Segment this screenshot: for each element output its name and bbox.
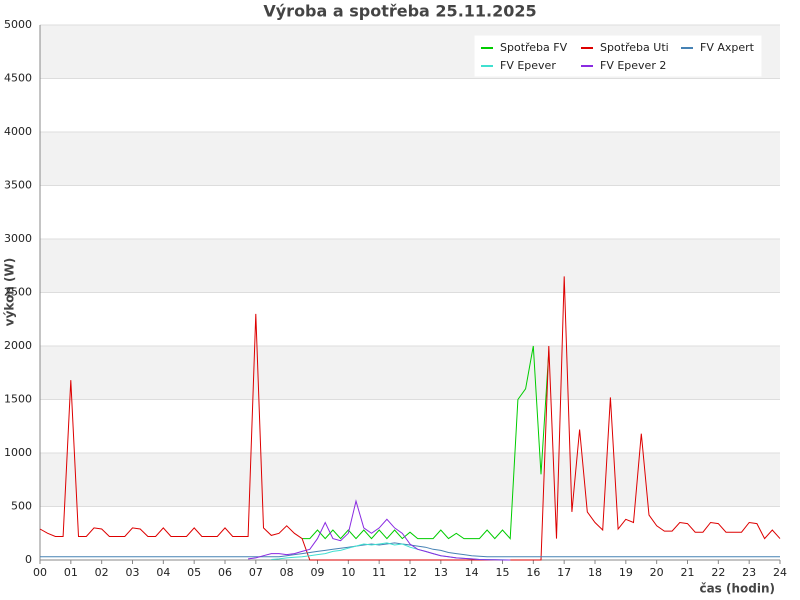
x-tick-label: 11	[372, 566, 386, 579]
grid-band	[40, 239, 780, 293]
x-tick-label: 16	[526, 566, 540, 579]
y-tick-label: 5000	[4, 18, 32, 31]
y-tick-label: 0	[25, 553, 32, 566]
x-tick-label: 07	[249, 566, 263, 579]
x-tick-label: 21	[681, 566, 695, 579]
y-tick-label: 3000	[4, 232, 32, 245]
x-tick-label: 13	[434, 566, 448, 579]
x-tick-label: 20	[650, 566, 664, 579]
y-tick-label: 3500	[4, 179, 32, 192]
grid-band	[40, 132, 780, 186]
x-tick-label: 12	[403, 566, 417, 579]
grid-band	[40, 453, 780, 507]
x-tick-label: 01	[64, 566, 78, 579]
y-tick-label: 4000	[4, 125, 32, 138]
x-tick-label: 03	[126, 566, 140, 579]
legend-label: FV Epever	[500, 59, 556, 72]
x-tick-label: 05	[187, 566, 201, 579]
x-axis-label: čas (hodin)	[699, 582, 775, 596]
x-tick-label: 02	[95, 566, 109, 579]
x-tick-label: 17	[557, 566, 571, 579]
x-tick-label: 14	[465, 566, 479, 579]
series-line	[40, 542, 780, 558]
y-axis-label: výkon (W)	[3, 258, 17, 326]
x-tick-label: 22	[711, 566, 725, 579]
chart-title: Výroba a spotřeba 25.11.2025	[263, 2, 536, 21]
y-tick-label: 4500	[4, 72, 32, 85]
y-tick-label: 1500	[4, 393, 32, 406]
y-tick-label: 2000	[4, 339, 32, 352]
x-tick-label: 23	[742, 566, 756, 579]
x-tick-label: 09	[311, 566, 325, 579]
series-line	[302, 345, 550, 540]
series-line	[248, 499, 511, 561]
grid-band	[40, 346, 780, 400]
x-tick-label: 15	[496, 566, 510, 579]
legend-label: Spotřeba FV	[500, 41, 568, 54]
x-tick-label: 04	[156, 566, 170, 579]
x-tick-label: 08	[280, 566, 294, 579]
x-tick-label: 19	[619, 566, 633, 579]
legend-box	[474, 35, 762, 77]
legend-label: Spotřeba Uti	[600, 41, 669, 54]
y-tick-label: 500	[11, 500, 32, 513]
x-tick-label: 10	[341, 566, 355, 579]
x-tick-label: 00	[33, 566, 47, 579]
series-line	[39, 276, 781, 561]
x-tick-label: 24	[773, 566, 787, 579]
y-tick-label: 1000	[4, 446, 32, 459]
x-tick-label: 06	[218, 566, 232, 579]
x-tick-label: 18	[588, 566, 602, 579]
legend-label: FV Epever 2	[600, 59, 666, 72]
legend-label: FV Axpert	[700, 41, 755, 54]
y-tick-label: 2500	[4, 286, 32, 299]
